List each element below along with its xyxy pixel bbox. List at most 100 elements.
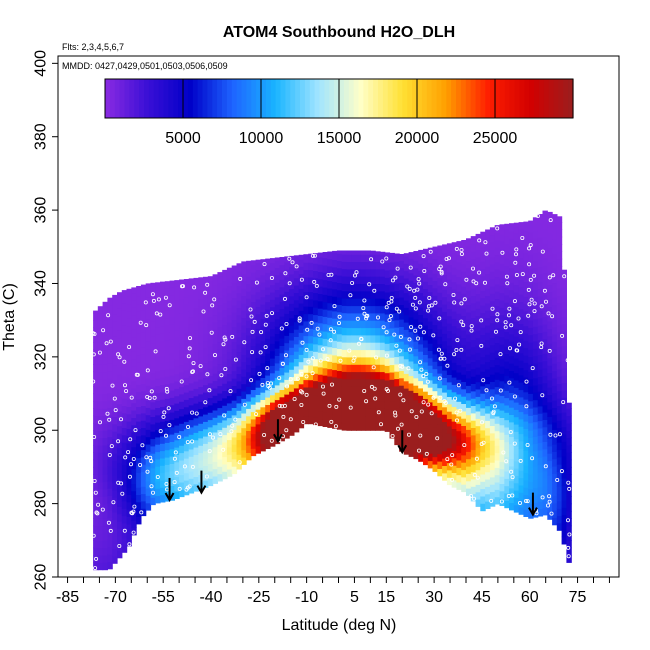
heatmap-cell [222, 383, 228, 392]
heatmap-cell [561, 287, 567, 295]
heatmap-cell [126, 465, 132, 473]
heatmap-cell [389, 291, 395, 300]
heatmap-cell [547, 416, 553, 425]
heatmap-cell [480, 239, 486, 247]
observation-point [566, 480, 571, 485]
heatmap-cell [313, 373, 319, 382]
colorbar-swatch [158, 79, 165, 118]
heatmap-cell [270, 438, 276, 447]
colorbar-swatch [421, 79, 428, 118]
observation-point [297, 318, 302, 323]
heatmap-cell [475, 396, 481, 405]
heatmap-cell [394, 341, 400, 350]
heatmap-cell [480, 283, 486, 291]
heatmap-cell [279, 345, 285, 354]
heatmap-cell [341, 400, 348, 409]
heatmap-cell [489, 432, 496, 441]
heatmap-cell [226, 307, 233, 316]
heatmap-cell [470, 273, 477, 282]
observation-point [132, 504, 137, 509]
heatmap-cell [437, 351, 443, 359]
heatmap-cell [236, 402, 242, 411]
heatmap-cell [293, 358, 300, 367]
heatmap-cell [556, 251, 563, 260]
heatmap-cell [97, 342, 104, 351]
heatmap-cell [427, 343, 434, 351]
heatmap-cell [188, 316, 195, 325]
heatmap-cell [442, 296, 448, 305]
heatmap-cell [341, 305, 348, 314]
heatmap-cell [423, 317, 429, 326]
heatmap-cell [274, 340, 281, 349]
heatmap-cell [140, 368, 147, 377]
heatmap-cell [198, 364, 204, 373]
observation-point [140, 443, 145, 448]
heatmap-cell [231, 268, 238, 276]
heatmap-cell [260, 282, 266, 290]
colorbar-swatch [568, 79, 574, 118]
heatmap-cell [246, 452, 252, 461]
heatmap-cell [528, 430, 534, 438]
heatmap-cell [466, 378, 472, 386]
heatmap-cell [370, 327, 376, 336]
heatmap-cell [203, 377, 209, 386]
heatmap-cell [394, 363, 400, 372]
heatmap-cell [174, 322, 180, 331]
heatmap-cell [226, 267, 233, 272]
heatmap-cell [446, 403, 453, 412]
heatmap-cell [504, 449, 510, 457]
heatmap-cell [427, 255, 434, 263]
observation-point [184, 487, 189, 492]
heatmap-cell [255, 401, 261, 410]
heatmap-cell [552, 282, 558, 291]
heatmap-cell [346, 327, 352, 336]
heatmap-cell [270, 424, 276, 432]
observation-point [131, 509, 136, 514]
observation-point [93, 566, 98, 571]
heatmap-cell [284, 357, 290, 366]
heatmap-cell [126, 443, 132, 451]
heatmap-cell [145, 407, 152, 416]
heatmap-cell [499, 498, 505, 506]
heatmap-cell [160, 347, 166, 356]
heatmap-cell [193, 277, 199, 279]
observation-point [230, 423, 235, 428]
heatmap-cell [442, 348, 448, 356]
heatmap-cell [93, 430, 99, 439]
heatmap-cell [260, 296, 266, 305]
heatmap-cell [389, 393, 395, 402]
heatmap-cell [298, 273, 305, 282]
observation-point [282, 403, 287, 408]
heatmap-cell [193, 388, 199, 397]
observation-point [520, 235, 525, 240]
observation-point [493, 329, 498, 334]
heatmap-cell [279, 316, 285, 324]
heatmap-cell [351, 415, 357, 424]
heatmap-cell [155, 473, 161, 482]
heatmap-cell [537, 479, 544, 488]
heatmap-cell [136, 296, 142, 305]
heatmap-cell [102, 301, 108, 307]
heatmap-cell [112, 482, 118, 491]
heatmap-cell [198, 408, 204, 417]
heatmap-cell [542, 434, 548, 442]
heatmap-cell [461, 315, 467, 324]
heatmap-cell [542, 265, 548, 274]
heatmap-cell [279, 323, 285, 332]
heatmap-cell [394, 312, 400, 321]
heatmap-cell [293, 285, 300, 293]
observation-point [540, 249, 545, 254]
heatmap-cell [432, 353, 438, 362]
observation-point [203, 400, 208, 405]
heatmap-cell [461, 440, 467, 448]
observation-point [112, 396, 117, 401]
heatmap-cell [423, 347, 429, 355]
heatmap-cell [241, 288, 247, 297]
heatmap-cell [485, 244, 491, 253]
heatmap-cell [131, 329, 137, 338]
colorbar-swatch [261, 79, 267, 118]
heatmap-cell [427, 453, 434, 462]
heatmap-cell [432, 309, 438, 318]
heatmap-cell [456, 393, 462, 402]
heatmap-cell [274, 384, 281, 393]
